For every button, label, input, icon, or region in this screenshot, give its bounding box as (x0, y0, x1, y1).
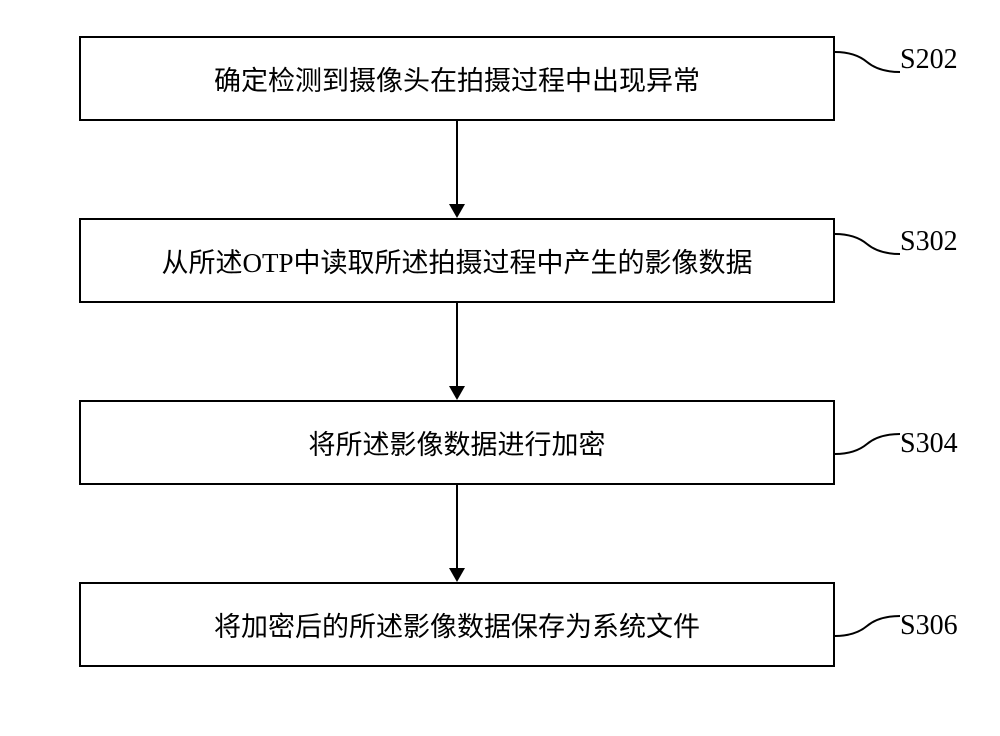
step-text-2: 从所述OTP中读取所述拍摄过程中产生的影像数据 (161, 241, 752, 280)
step-text-1: 确定检测到摄像头在拍摄过程中出现异常 (214, 59, 700, 98)
step-box-1: 确定检测到摄像头在拍摄过程中出现异常 (79, 36, 835, 121)
step-label-4: S306 (900, 610, 958, 642)
arrow-2-head (449, 386, 465, 400)
connector-3 (835, 430, 900, 458)
step-label-2: S302 (900, 226, 958, 258)
step-label-1: S202 (900, 44, 958, 76)
arrow-1-head (449, 204, 465, 218)
step-text-4: 将加密后的所述影像数据保存为系统文件 (214, 605, 700, 644)
connector-1 (835, 48, 900, 76)
connector-4 (835, 612, 900, 640)
step-text-3: 将所述影像数据进行加密 (309, 423, 606, 462)
arrow-3-line (456, 485, 458, 568)
connector-2 (835, 230, 900, 258)
step-label-3: S304 (900, 428, 958, 460)
arrow-1-line (456, 121, 458, 204)
step-box-4: 将加密后的所述影像数据保存为系统文件 (79, 582, 835, 667)
step-box-3: 将所述影像数据进行加密 (79, 400, 835, 485)
arrow-3-head (449, 568, 465, 582)
step-box-2: 从所述OTP中读取所述拍摄过程中产生的影像数据 (79, 218, 835, 303)
flowchart-canvas: 确定检测到摄像头在拍摄过程中出现异常 从所述OTP中读取所述拍摄过程中产生的影像… (0, 0, 1000, 736)
arrow-2-line (456, 303, 458, 386)
